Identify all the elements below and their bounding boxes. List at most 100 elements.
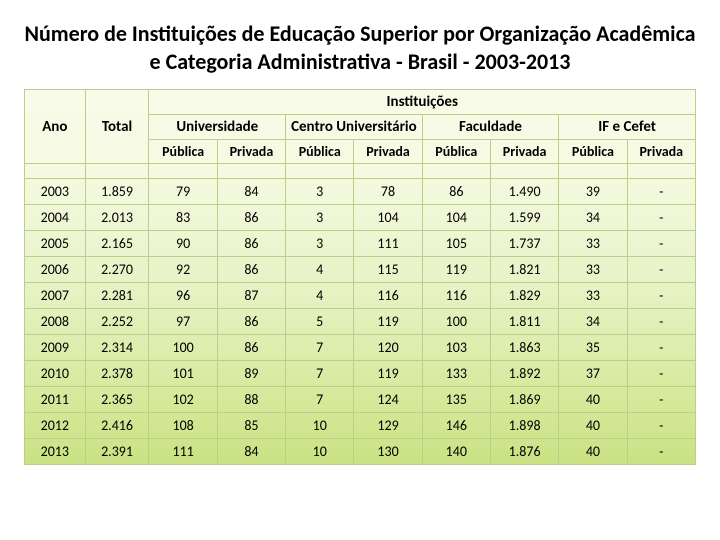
cell-cen_pub: 7	[286, 335, 354, 361]
cell-ano: 2007	[25, 283, 86, 309]
cell-cen_priv: 120	[354, 335, 422, 361]
table-header: Ano Total Instituições Universidade Cent…	[25, 90, 696, 164]
cell-if_pub: 33	[559, 257, 627, 283]
cell-total: 1.859	[85, 179, 149, 205]
header-cen-privada: Privada	[354, 140, 422, 164]
cell-total: 2.391	[85, 439, 149, 465]
cell-ano: 2006	[25, 257, 86, 283]
cell-uni_priv: 84	[217, 179, 285, 205]
header-uni-publica: Pública	[149, 140, 217, 164]
header-faculdade: Faculdade	[422, 115, 559, 140]
header-if-privada: Privada	[627, 140, 695, 164]
cell-total: 2.378	[85, 361, 149, 387]
cell-if_pub: 40	[559, 387, 627, 413]
cell-ano: 2009	[25, 335, 86, 361]
header-cen-publica: Pública	[286, 140, 354, 164]
spacer-row	[25, 164, 696, 179]
table-row: 20072.281968741161161.82933-	[25, 283, 696, 309]
cell-total: 2.270	[85, 257, 149, 283]
cell-if_priv: -	[627, 361, 695, 387]
table-row: 20092.3141008671201031.86335-	[25, 335, 696, 361]
cell-cen_priv: 111	[354, 231, 422, 257]
cell-uni_pub: 101	[149, 361, 217, 387]
cell-uni_pub: 97	[149, 309, 217, 335]
cell-if_pub: 34	[559, 205, 627, 231]
cell-cen_priv: 129	[354, 413, 422, 439]
cell-total: 2.252	[85, 309, 149, 335]
cell-uni_priv: 85	[217, 413, 285, 439]
header-uni-privada: Privada	[217, 140, 285, 164]
cell-if_priv: -	[627, 335, 695, 361]
cell-ano: 2003	[25, 179, 86, 205]
cell-if_pub: 33	[559, 283, 627, 309]
cell-cen_pub: 10	[286, 413, 354, 439]
cell-fac_pub: 86	[422, 179, 490, 205]
header-ano: Ano	[25, 90, 86, 164]
cell-ano: 2004	[25, 205, 86, 231]
cell-uni_pub: 100	[149, 335, 217, 361]
cell-total: 2.416	[85, 413, 149, 439]
cell-total: 2.281	[85, 283, 149, 309]
cell-uni_priv: 86	[217, 231, 285, 257]
cell-fac_priv: 1.898	[490, 413, 558, 439]
table-row: 20122.41610885101291461.89840-	[25, 413, 696, 439]
cell-cen_pub: 3	[286, 205, 354, 231]
cell-cen_priv: 116	[354, 283, 422, 309]
cell-uni_pub: 92	[149, 257, 217, 283]
cell-ano: 2012	[25, 413, 86, 439]
table-row: 20082.252978651191001.81134-	[25, 309, 696, 335]
cell-fac_pub: 116	[422, 283, 490, 309]
cell-uni_pub: 111	[149, 439, 217, 465]
cell-uni_pub: 96	[149, 283, 217, 309]
header-ifcefet: IF e Cefet	[559, 115, 696, 140]
cell-fac_pub: 119	[422, 257, 490, 283]
cell-fac_priv: 1.490	[490, 179, 558, 205]
cell-fac_pub: 103	[422, 335, 490, 361]
table-row: 20062.270928641151191.82133-	[25, 257, 696, 283]
cell-ano: 2008	[25, 309, 86, 335]
cell-if_priv: -	[627, 413, 695, 439]
cell-cen_priv: 78	[354, 179, 422, 205]
cell-uni_priv: 86	[217, 309, 285, 335]
table-row: 20132.39111184101301401.87640-	[25, 439, 696, 465]
cell-uni_priv: 86	[217, 257, 285, 283]
header-total: Total	[85, 90, 149, 164]
cell-uni_priv: 86	[217, 335, 285, 361]
cell-if_priv: -	[627, 439, 695, 465]
cell-fac_pub: 140	[422, 439, 490, 465]
cell-uni_priv: 89	[217, 361, 285, 387]
cell-cen_priv: 124	[354, 387, 422, 413]
cell-uni_pub: 102	[149, 387, 217, 413]
header-fac-publica: Pública	[422, 140, 490, 164]
cell-uni_pub: 79	[149, 179, 217, 205]
cell-fac_priv: 1.863	[490, 335, 558, 361]
cell-fac_pub: 133	[422, 361, 490, 387]
cell-ano: 2013	[25, 439, 86, 465]
cell-fac_pub: 104	[422, 205, 490, 231]
cell-ano: 2010	[25, 361, 86, 387]
cell-if_priv: -	[627, 387, 695, 413]
cell-fac_priv: 1.821	[490, 257, 558, 283]
cell-ano: 2011	[25, 387, 86, 413]
cell-fac_priv: 1.869	[490, 387, 558, 413]
cell-uni_pub: 83	[149, 205, 217, 231]
cell-if_pub: 37	[559, 361, 627, 387]
cell-cen_pub: 3	[286, 231, 354, 257]
cell-fac_priv: 1.876	[490, 439, 558, 465]
cell-fac_priv: 1.811	[490, 309, 558, 335]
page-title: Número de Instituições de Educação Super…	[24, 20, 696, 75]
cell-fac_priv: 1.599	[490, 205, 558, 231]
header-fac-privada: Privada	[490, 140, 558, 164]
cell-uni_priv: 84	[217, 439, 285, 465]
table-row: 20052.165908631111051.73733-	[25, 231, 696, 257]
cell-if_priv: -	[627, 257, 695, 283]
table-row: 20112.3651028871241351.86940-	[25, 387, 696, 413]
cell-cen_pub: 10	[286, 439, 354, 465]
cell-cen_priv: 115	[354, 257, 422, 283]
cell-fac_pub: 105	[422, 231, 490, 257]
header-instituicoes: Instituições	[149, 90, 696, 115]
cell-if_pub: 34	[559, 309, 627, 335]
cell-fac_pub: 146	[422, 413, 490, 439]
cell-cen_priv: 104	[354, 205, 422, 231]
cell-if_priv: -	[627, 231, 695, 257]
